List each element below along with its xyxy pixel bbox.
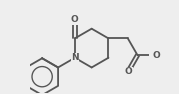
Text: O: O xyxy=(71,15,79,24)
Text: O: O xyxy=(152,51,160,60)
Text: O: O xyxy=(124,67,132,76)
Text: N: N xyxy=(71,53,79,62)
